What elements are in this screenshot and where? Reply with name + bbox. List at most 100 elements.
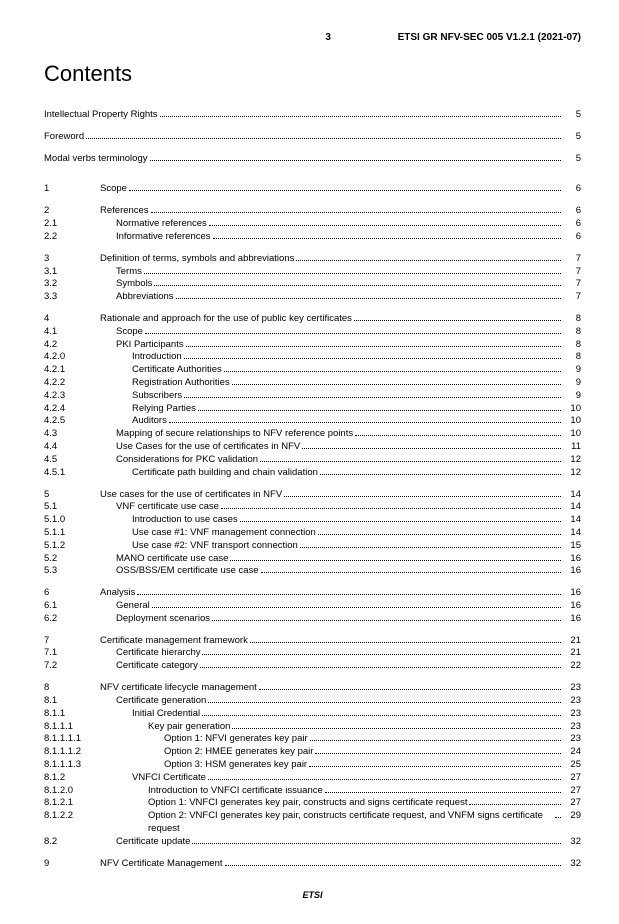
toc-leader-dots [192,836,561,844]
toc-entry: 4.5Considerations for PKC validation12 [44,454,581,467]
toc-entry-page: 23 [563,695,581,708]
toc-entry-page: 6 [563,183,581,196]
toc-leader-dots [212,613,561,621]
toc-entry: 8.1.1.1.1Option 1: NFVI generates key pa… [44,733,581,746]
toc-entry: 8.1.2.0Introduction to VNFCI certificate… [44,785,581,798]
toc-leader-dots [184,390,561,398]
toc-entry-label: PKI Participants [116,339,184,352]
toc-entry-page: 14 [563,514,581,527]
toc-entry-label: Use Cases for the use of certificates in… [116,441,300,454]
toc-entry: 5.1.1Use case #1: VNF management connect… [44,527,581,540]
toc-entry: 4.2.5Auditors10 [44,415,581,428]
toc-entry-number: 6.2 [44,613,100,626]
toc-entry-page: 24 [563,746,581,759]
toc-entry-number: 8.1.1.1.2 [44,746,100,759]
toc-entry-number: 5.1.0 [44,514,100,527]
toc-entry-label: Registration Authorities [132,377,230,390]
toc-entry-number: 8.1.2 [44,772,100,785]
toc-entry-number: 3.1 [44,266,100,279]
toc-entry-page: 23 [563,721,581,734]
toc-entry-label: Introduction [132,351,182,364]
toc-entry-label: References [100,205,149,218]
toc-entry: 8NFV certificate lifecycle management23 [44,682,581,695]
toc-entry-number: 2.2 [44,231,100,244]
toc-entry-page: 23 [563,733,581,746]
toc-entry-label: Certificate update [116,836,190,849]
toc-entry-label: Key pair generation [148,721,230,734]
toc-entry: 4.2.3Subscribers9 [44,390,581,403]
toc-entry-number: 5.2 [44,553,100,566]
toc-group: 1Scope6 [44,183,581,196]
toc-entry-page: 6 [563,231,581,244]
toc-entry-page: 10 [563,415,581,428]
toc-entry: 2References6 [44,205,581,218]
toc-leader-dots [144,266,561,274]
toc-leader-dots [184,352,561,360]
toc-group: 8NFV certificate lifecycle management238… [44,682,581,849]
toc-entry-label: Use cases for the use of certificates in… [100,489,282,502]
toc-leader-dots [86,131,561,139]
toc-leader-dots [354,313,561,321]
toc-entry-number: 2 [44,205,100,218]
toc-entry-label: Relying Parties [132,403,196,416]
toc-leader-dots [300,540,561,548]
toc-leader-dots [230,553,561,561]
toc-entry-page: 16 [563,600,581,613]
toc-entry: 8.1.1.1Key pair generation23 [44,721,581,734]
toc-entry-label: Deployment scenarios [116,613,210,626]
toc-entry-number: 4.2.4 [44,403,100,416]
toc-entry: 2.1Normative references6 [44,218,581,231]
toc-entry-label: VNF certificate use case [116,501,219,514]
toc-entry-page: 5 [563,153,581,166]
toc-entry-label: Symbols [116,278,152,291]
toc-entry-label: Option 2: VNFCI generates key pair, cons… [148,810,553,836]
toc-entry-page: 7 [563,291,581,304]
toc-entry-page: 8 [563,326,581,339]
toc-leader-dots [225,858,562,866]
toc-entry: 8.1.1.1.2Option 2: HMEE generates key pa… [44,746,581,759]
toc-entry-label: NFV certificate lifecycle management [100,682,257,695]
toc-entry-label: Intellectual Property Rights [44,109,158,122]
toc-entry: Modal verbs terminology5 [44,153,581,166]
footer-org: ETSI [44,890,581,900]
toc-leader-dots [129,184,561,192]
toc-entry-page: 7 [563,253,581,266]
toc-entry-page: 9 [563,364,581,377]
toc-entry-label: Introduction to use cases [132,514,238,527]
toc-leader-dots [355,429,561,437]
toc-entry: 7Certificate management framework21 [44,635,581,648]
toc-entry-number: 4.4 [44,441,100,454]
toc-leader-dots [145,326,561,334]
toc-entry: 6Analysis16 [44,587,581,600]
toc-entry-label: Certificate hierarchy [116,647,200,660]
toc-leader-dots [200,661,561,669]
toc-entry-page: 16 [563,553,581,566]
toc-entry: 5.2MANO certificate use case16 [44,553,581,566]
toc-entry-page: 27 [563,772,581,785]
toc-leader-dots [250,635,561,643]
toc-entry-page: 16 [563,565,581,578]
toc-entry-page: 14 [563,489,581,502]
toc-group: 9NFV Certificate Management32 [44,858,581,871]
toc-entry: 5Use cases for the use of certificates i… [44,489,581,502]
toc-entry-number: 8.1.2.1 [44,797,100,810]
toc-entry: 8.1.2VNFCI Certificate27 [44,772,581,785]
toc-entry-number: 4.2.1 [44,364,100,377]
toc-entry-number: 7 [44,635,100,648]
toc-entry: 2.2Informative references6 [44,231,581,244]
toc-leader-dots [176,291,561,299]
toc-entry-page: 9 [563,377,581,390]
toc-entry-number: 7.2 [44,660,100,673]
toc-entry-page: 8 [563,313,581,326]
toc-entry-label: Certificate path building and chain vali… [132,467,318,480]
toc-entry-number: 8 [44,682,100,695]
toc-leader-dots [150,153,562,161]
toc-entry-page: 10 [563,428,581,441]
toc-entry-page: 16 [563,613,581,626]
toc-entry-number: 8.2 [44,836,100,849]
toc-entry-label: Rationale and approach for the use of pu… [100,313,352,326]
toc-entry-number: 4.1 [44,326,100,339]
toc-entry-page: 14 [563,527,581,540]
toc-entry: 8.1.2.2Option 2: VNFCI generates key pai… [44,810,581,836]
toc-entry: 4.3Mapping of secure relationships to NF… [44,428,581,441]
